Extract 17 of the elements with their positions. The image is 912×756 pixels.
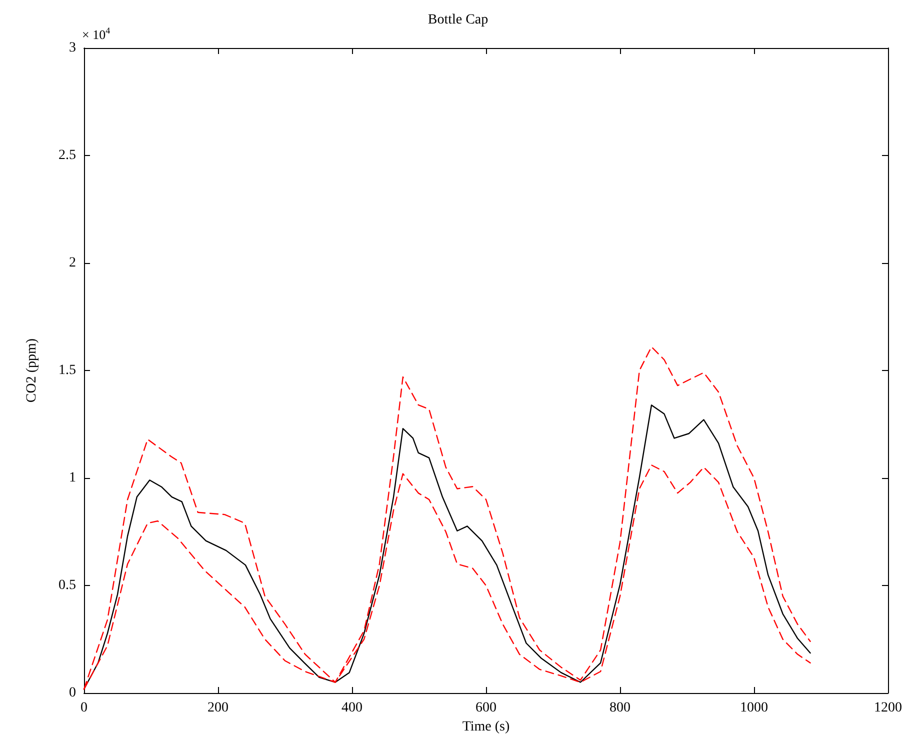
- x-tick-label: 600: [476, 700, 496, 716]
- y-tick-label: 0.5: [58, 578, 76, 593]
- chart-title: Bottle Cap: [428, 12, 488, 28]
- y-tick-label: 3: [69, 40, 76, 56]
- x-axis-title: Time (s): [462, 719, 510, 734]
- y-tick-label: 2: [69, 256, 76, 270]
- x-tick-label: 800: [610, 700, 630, 716]
- y-tick-label: 1.5: [58, 363, 76, 378]
- y-axis-title: CO2 (ppm): [24, 338, 40, 403]
- x-tick-label: 1000: [740, 700, 768, 716]
- y-tick-label: 1: [69, 470, 76, 486]
- x-tick-label: 200: [208, 700, 228, 716]
- y-tick-label: 0: [69, 686, 76, 700]
- x-tick-label: 1200: [874, 700, 902, 716]
- x-tick-label: 400: [342, 700, 362, 716]
- y-tick-label: 2.5: [58, 148, 76, 163]
- x-tick-label: 0: [80, 700, 88, 716]
